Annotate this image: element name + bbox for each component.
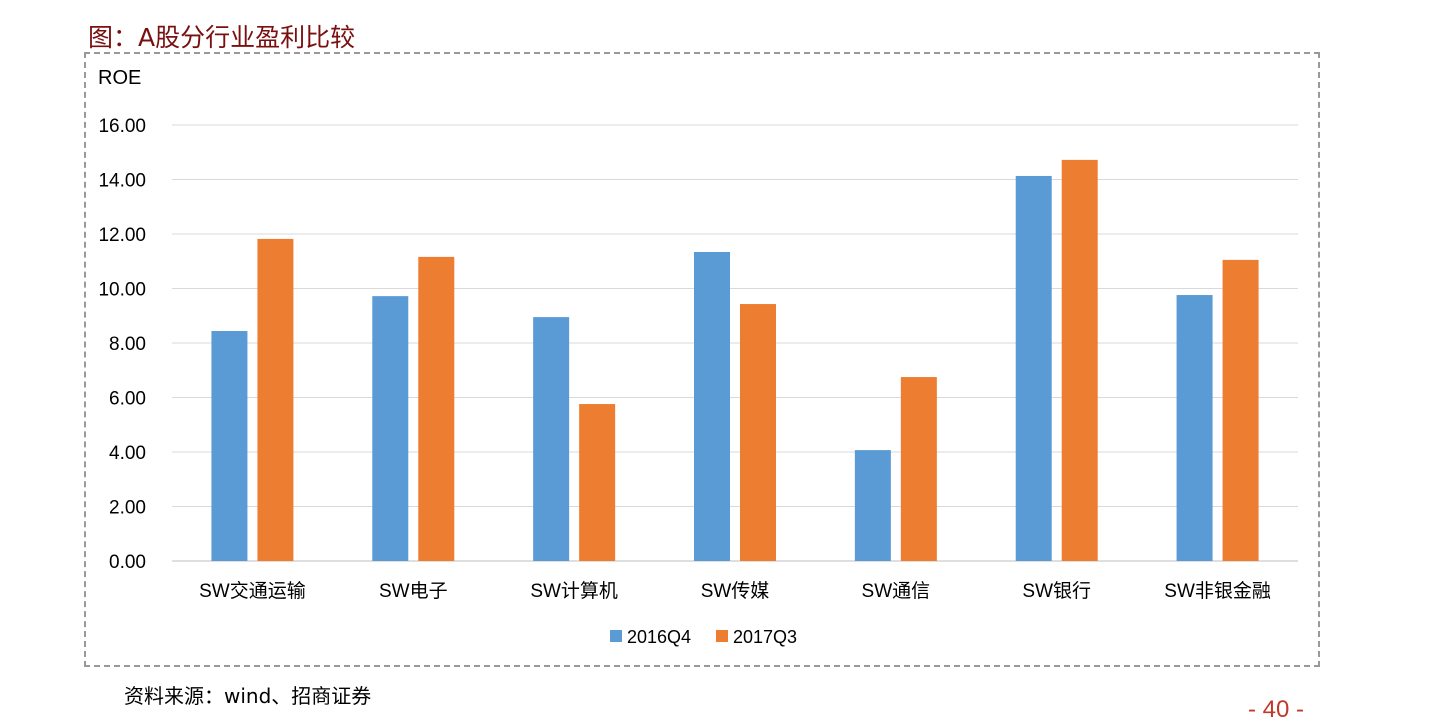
y-tick-label: 14.00 <box>98 171 146 192</box>
bar-2017Q3 <box>900 377 937 561</box>
y-tick-label: 0.00 <box>109 552 146 573</box>
x-tick-label: SW电子 <box>379 580 448 602</box>
source-note: 资料来源：wind、招商证券 <box>124 684 372 708</box>
y-tick-label: 6.00 <box>109 389 146 410</box>
bar-2016Q4 <box>533 317 570 561</box>
legend-label: 2017Q3 <box>733 627 797 647</box>
bar-2016Q4 <box>1176 295 1213 561</box>
y-tick-label: 4.00 <box>109 443 146 464</box>
bar-2016Q4 <box>372 296 409 561</box>
x-tick-label: SW传媒 <box>701 580 770 602</box>
legend-label: 2016Q4 <box>627 627 691 647</box>
bar-2017Q3 <box>579 404 616 561</box>
y-tick-label: 2.00 <box>109 498 146 519</box>
x-tick-label: SW交通运输 <box>199 580 306 602</box>
page-number: - 40 - <box>1248 696 1305 723</box>
bar-2017Q3 <box>257 238 294 561</box>
bar-2017Q3 <box>740 304 776 561</box>
x-tick-label: SW非银金融 <box>1164 580 1271 602</box>
bar-2016Q4 <box>211 331 248 561</box>
figure-title: 图：A股分行业盈利比较 <box>88 23 356 52</box>
x-tick-label: SW银行 <box>1022 580 1091 602</box>
y-tick-label: 10.00 <box>98 280 146 301</box>
y-tick-label: 16.00 <box>98 116 146 137</box>
bar-2016Q4 <box>694 251 730 562</box>
x-tick-label: SW通信 <box>862 580 931 602</box>
bar-2016Q4 <box>1015 175 1052 561</box>
x-tick-label: SW计算机 <box>530 580 618 602</box>
y-tick-label: 8.00 <box>109 334 146 355</box>
bar-2017Q3 <box>418 256 455 561</box>
bar-2017Q3 <box>1061 159 1098 561</box>
y-tick-label: 12.00 <box>98 225 146 246</box>
legend-swatch <box>716 630 728 642</box>
bar-2017Q3 <box>1222 259 1259 561</box>
y-axis-label: ROE <box>98 67 141 89</box>
legend-swatch <box>610 630 622 642</box>
chart-frame <box>84 52 1320 667</box>
bar-2016Q4 <box>854 450 891 561</box>
